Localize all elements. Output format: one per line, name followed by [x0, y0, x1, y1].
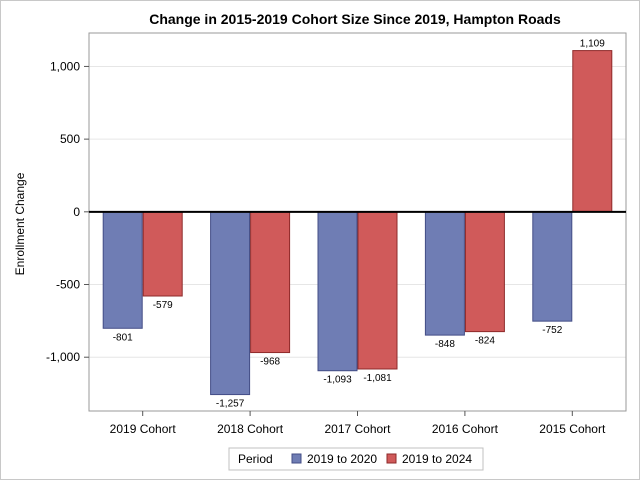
data-label: -801: [113, 332, 133, 343]
y-tick-label: 1,000: [50, 59, 80, 73]
x-tick-label: 2018 Cohort: [217, 422, 284, 436]
chart-title: Change in 2015-2019 Cohort Size Since 20…: [149, 11, 561, 27]
legend: Period 2019 to 2020 2019 to 2024: [228, 447, 484, 471]
legend-title: Period: [238, 452, 273, 466]
x-tick-label: 2017 Cohort: [324, 422, 391, 436]
legend-swatch: [291, 453, 302, 464]
y-tick-label: -500: [56, 278, 80, 292]
data-label: -752: [542, 325, 562, 336]
bars: [102, 50, 613, 396]
x-tick-label: 2016 Cohort: [432, 422, 499, 436]
bar: [102, 211, 143, 329]
x-tick-label: 2015 Cohort: [539, 422, 606, 436]
bar: [532, 211, 573, 322]
data-label: -824: [475, 336, 495, 347]
data-label: -1,257: [216, 399, 245, 410]
bar: [572, 50, 613, 213]
bar: [317, 211, 358, 372]
bar: [424, 211, 465, 336]
y-axis-label: Enrollment Change: [13, 172, 27, 275]
legend-label: 2019 to 2020: [307, 452, 377, 466]
bar: [142, 211, 183, 297]
bar: [210, 211, 251, 396]
data-label: -968: [260, 357, 280, 368]
axes: -1,000 -500 0 500 1,000 2019 Cohort 2018 Cohor…: [46, 32, 627, 436]
y-tick-label: -1,000: [46, 350, 80, 364]
legend-label: 2019 to 2024: [402, 452, 472, 466]
legend-swatch: [386, 453, 397, 464]
data-label: -579: [153, 300, 173, 311]
y-tick-label: 500: [60, 132, 80, 146]
bar: [464, 211, 505, 333]
data-label: -1,081: [363, 373, 392, 384]
data-label: -1,093: [323, 375, 352, 386]
data-labels: -801 -579 -1,257 -968 -1,093 -1,081 -848 -824 -7…: [113, 39, 606, 410]
bar: [357, 211, 398, 370]
y-tick-label: 0: [73, 205, 80, 219]
data-label: -848: [435, 339, 455, 350]
bar: [250, 211, 291, 354]
x-tick-label: 2019 Cohort: [110, 422, 177, 436]
data-label: 1,109: [580, 39, 605, 50]
